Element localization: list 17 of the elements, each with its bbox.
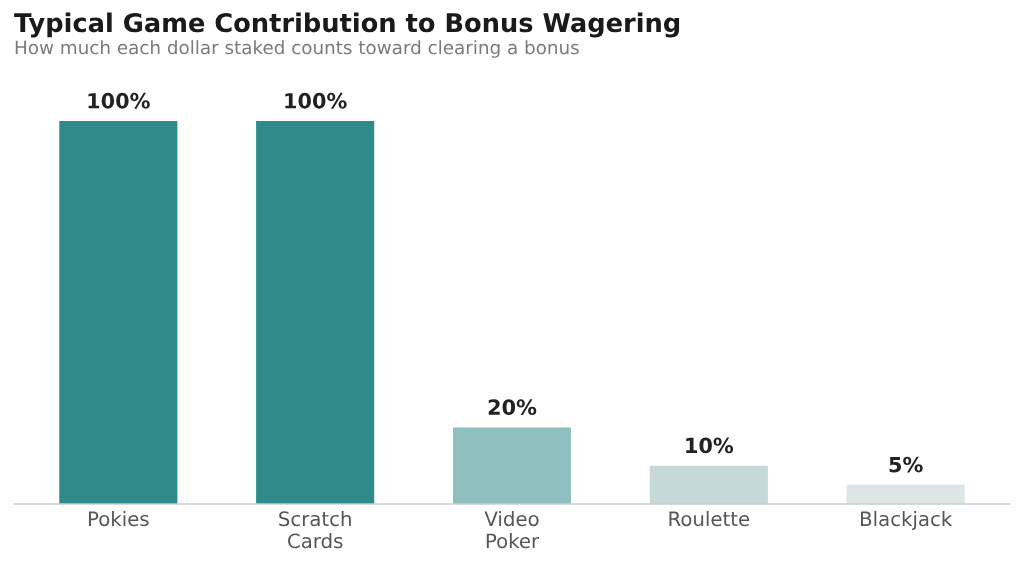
x-tick-label: Blackjack <box>861 510 953 531</box>
bar <box>452 427 572 504</box>
data-label: 20% <box>488 399 537 416</box>
bar <box>649 465 768 504</box>
x-tick-label: Roulette <box>669 510 750 527</box>
x-tick-label: Pokies <box>88 510 149 527</box>
data-label: 5% <box>889 456 923 473</box>
data-label: 10% <box>686 437 734 454</box>
chart-subtitle: How much each dollar staked counts toward clearing a bonus <box>15 40 579 58</box>
bar <box>256 121 375 504</box>
data-label: 100% <box>88 92 150 109</box>
x-tick-label: Scratch Cards <box>279 510 351 549</box>
bar <box>59 121 178 504</box>
x-tick-label: Video Poker <box>484 510 540 549</box>
data-label: 100% <box>285 92 347 109</box>
bar <box>846 484 965 504</box>
chart-title: Typical Game Contribution to Bonus Wagering <box>14 12 680 38</box>
